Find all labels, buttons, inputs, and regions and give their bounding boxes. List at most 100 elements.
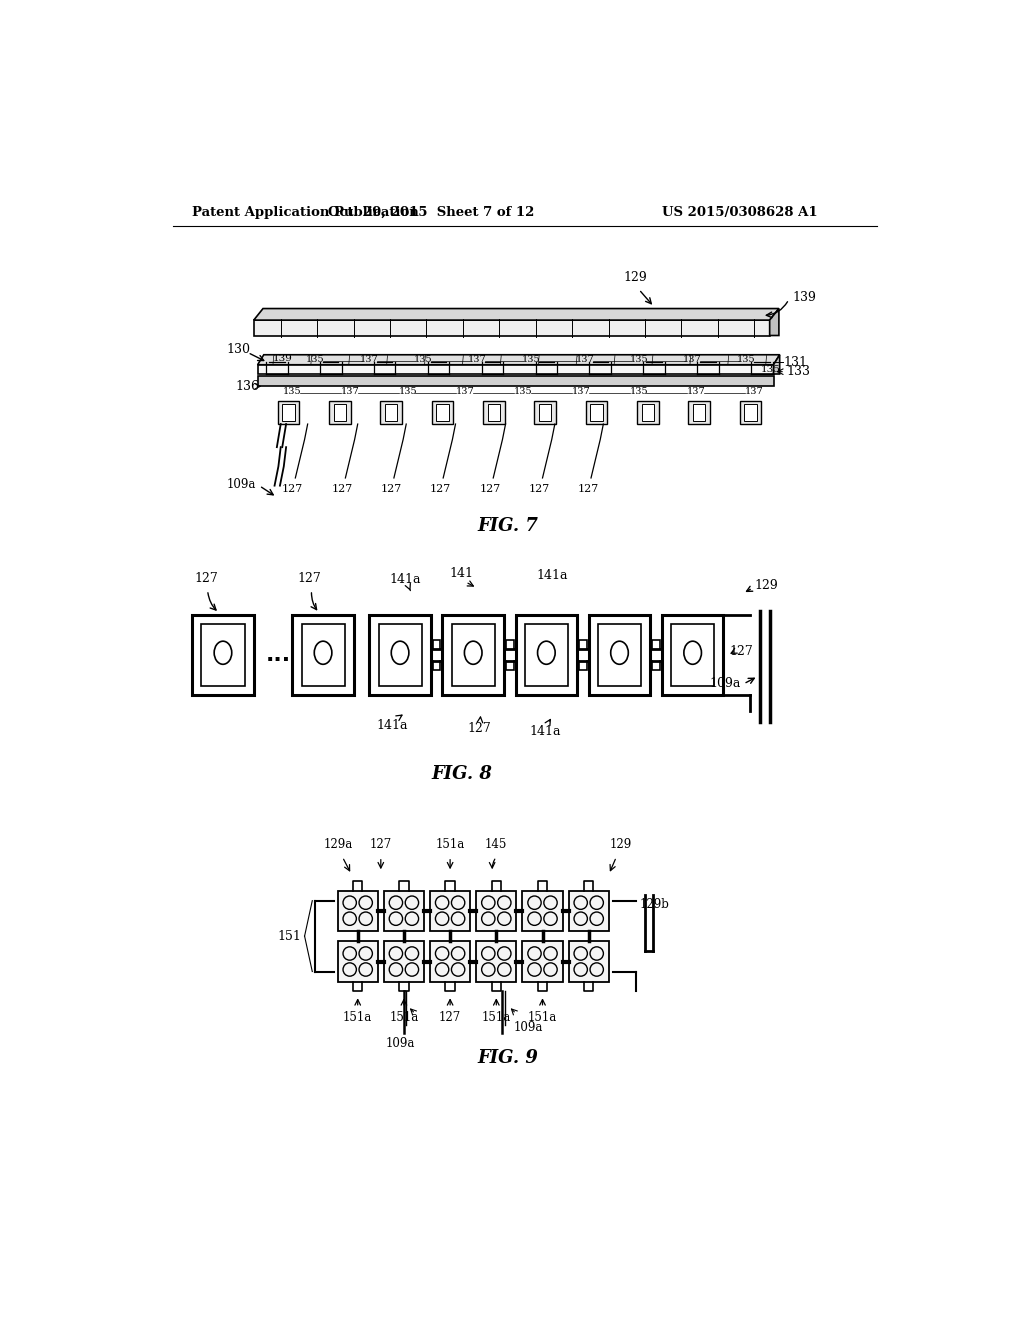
Text: 127: 127 (578, 484, 599, 494)
Text: 137: 137 (468, 355, 486, 364)
Text: 135: 135 (521, 355, 541, 364)
Polygon shape (254, 309, 779, 321)
Text: 141a: 141a (529, 725, 560, 738)
Polygon shape (773, 355, 779, 374)
Text: FIG. 9: FIG. 9 (477, 1049, 539, 1067)
Text: 151a: 151a (343, 1011, 373, 1024)
Text: 127: 127 (439, 1011, 461, 1024)
FancyBboxPatch shape (338, 941, 378, 982)
FancyBboxPatch shape (589, 615, 650, 696)
Text: 141a: 141a (390, 573, 421, 586)
FancyBboxPatch shape (202, 624, 245, 686)
FancyBboxPatch shape (380, 401, 401, 424)
FancyBboxPatch shape (329, 401, 350, 424)
Text: 137: 137 (575, 355, 594, 364)
FancyBboxPatch shape (487, 404, 500, 421)
FancyBboxPatch shape (430, 941, 470, 982)
FancyBboxPatch shape (739, 401, 761, 424)
FancyBboxPatch shape (442, 615, 504, 696)
FancyBboxPatch shape (535, 401, 556, 424)
Text: FIG. 7: FIG. 7 (477, 517, 539, 536)
FancyBboxPatch shape (744, 404, 757, 421)
FancyBboxPatch shape (292, 615, 354, 696)
FancyBboxPatch shape (384, 891, 424, 931)
Text: 151a: 151a (435, 838, 465, 851)
Text: 109a: 109a (514, 1022, 544, 1035)
Text: 137: 137 (683, 355, 702, 364)
Text: 135: 135 (630, 355, 648, 364)
Text: 129b: 129b (640, 898, 670, 911)
Text: 135: 135 (761, 364, 780, 374)
Text: 127: 127 (195, 573, 218, 585)
FancyBboxPatch shape (693, 404, 706, 421)
Text: 109a: 109a (226, 478, 256, 491)
Text: 141a: 141a (377, 719, 409, 733)
FancyBboxPatch shape (301, 624, 345, 686)
FancyBboxPatch shape (539, 404, 551, 421)
FancyBboxPatch shape (671, 624, 714, 686)
FancyBboxPatch shape (338, 891, 378, 931)
Text: 139: 139 (273, 354, 293, 363)
Text: 141a: 141a (537, 569, 568, 582)
FancyBboxPatch shape (476, 941, 516, 982)
FancyBboxPatch shape (370, 615, 431, 696)
Text: 137: 137 (359, 355, 379, 364)
Text: 127: 127 (370, 838, 392, 851)
Text: 151a: 151a (528, 1011, 557, 1024)
FancyBboxPatch shape (662, 615, 724, 696)
Text: 137: 137 (571, 387, 591, 396)
FancyBboxPatch shape (436, 404, 449, 421)
FancyBboxPatch shape (568, 941, 608, 982)
FancyBboxPatch shape (334, 404, 346, 421)
Text: 129: 129 (755, 579, 778, 593)
FancyBboxPatch shape (452, 624, 495, 686)
Polygon shape (258, 355, 779, 364)
FancyBboxPatch shape (524, 624, 568, 686)
Text: 135: 135 (630, 387, 648, 396)
Text: Oct. 29, 2015  Sheet 7 of 12: Oct. 29, 2015 Sheet 7 of 12 (328, 206, 535, 219)
FancyBboxPatch shape (384, 941, 424, 982)
Text: 151: 151 (278, 929, 301, 942)
Text: 136: 136 (236, 380, 260, 393)
Text: 137: 137 (456, 387, 475, 396)
FancyBboxPatch shape (598, 624, 641, 686)
Text: 130: 130 (226, 343, 250, 356)
Text: 137: 137 (341, 387, 359, 396)
FancyBboxPatch shape (590, 404, 602, 421)
Text: FIG. 8: FIG. 8 (431, 766, 493, 783)
FancyBboxPatch shape (193, 615, 254, 696)
FancyBboxPatch shape (385, 404, 397, 421)
FancyBboxPatch shape (283, 404, 295, 421)
Text: 139: 139 (793, 290, 816, 304)
FancyBboxPatch shape (522, 941, 562, 982)
Text: 127: 127 (282, 484, 303, 494)
FancyBboxPatch shape (483, 401, 505, 424)
Text: 135: 135 (283, 387, 302, 396)
FancyBboxPatch shape (476, 891, 516, 931)
Polygon shape (258, 376, 773, 385)
Polygon shape (254, 321, 770, 335)
Text: 127: 127 (429, 484, 451, 494)
FancyBboxPatch shape (379, 624, 422, 686)
Text: 135: 135 (398, 387, 417, 396)
Text: 135: 135 (514, 387, 532, 396)
Text: 135: 135 (306, 355, 325, 364)
Text: 133: 133 (786, 366, 811, 379)
Text: 127: 127 (730, 644, 754, 657)
FancyBboxPatch shape (688, 401, 710, 424)
Text: 127: 127 (380, 484, 401, 494)
FancyBboxPatch shape (586, 401, 607, 424)
Text: 127: 127 (528, 484, 550, 494)
Text: 129: 129 (623, 271, 647, 284)
Text: 145: 145 (485, 838, 508, 851)
Text: 137: 137 (744, 387, 764, 396)
FancyBboxPatch shape (432, 401, 454, 424)
Text: 137: 137 (687, 387, 706, 396)
Text: 127: 127 (479, 484, 501, 494)
Text: 129: 129 (609, 838, 632, 851)
Text: 141: 141 (450, 566, 474, 579)
Text: 109a: 109a (710, 677, 741, 690)
FancyBboxPatch shape (568, 891, 608, 931)
FancyBboxPatch shape (637, 401, 658, 424)
Text: 135: 135 (737, 355, 756, 364)
